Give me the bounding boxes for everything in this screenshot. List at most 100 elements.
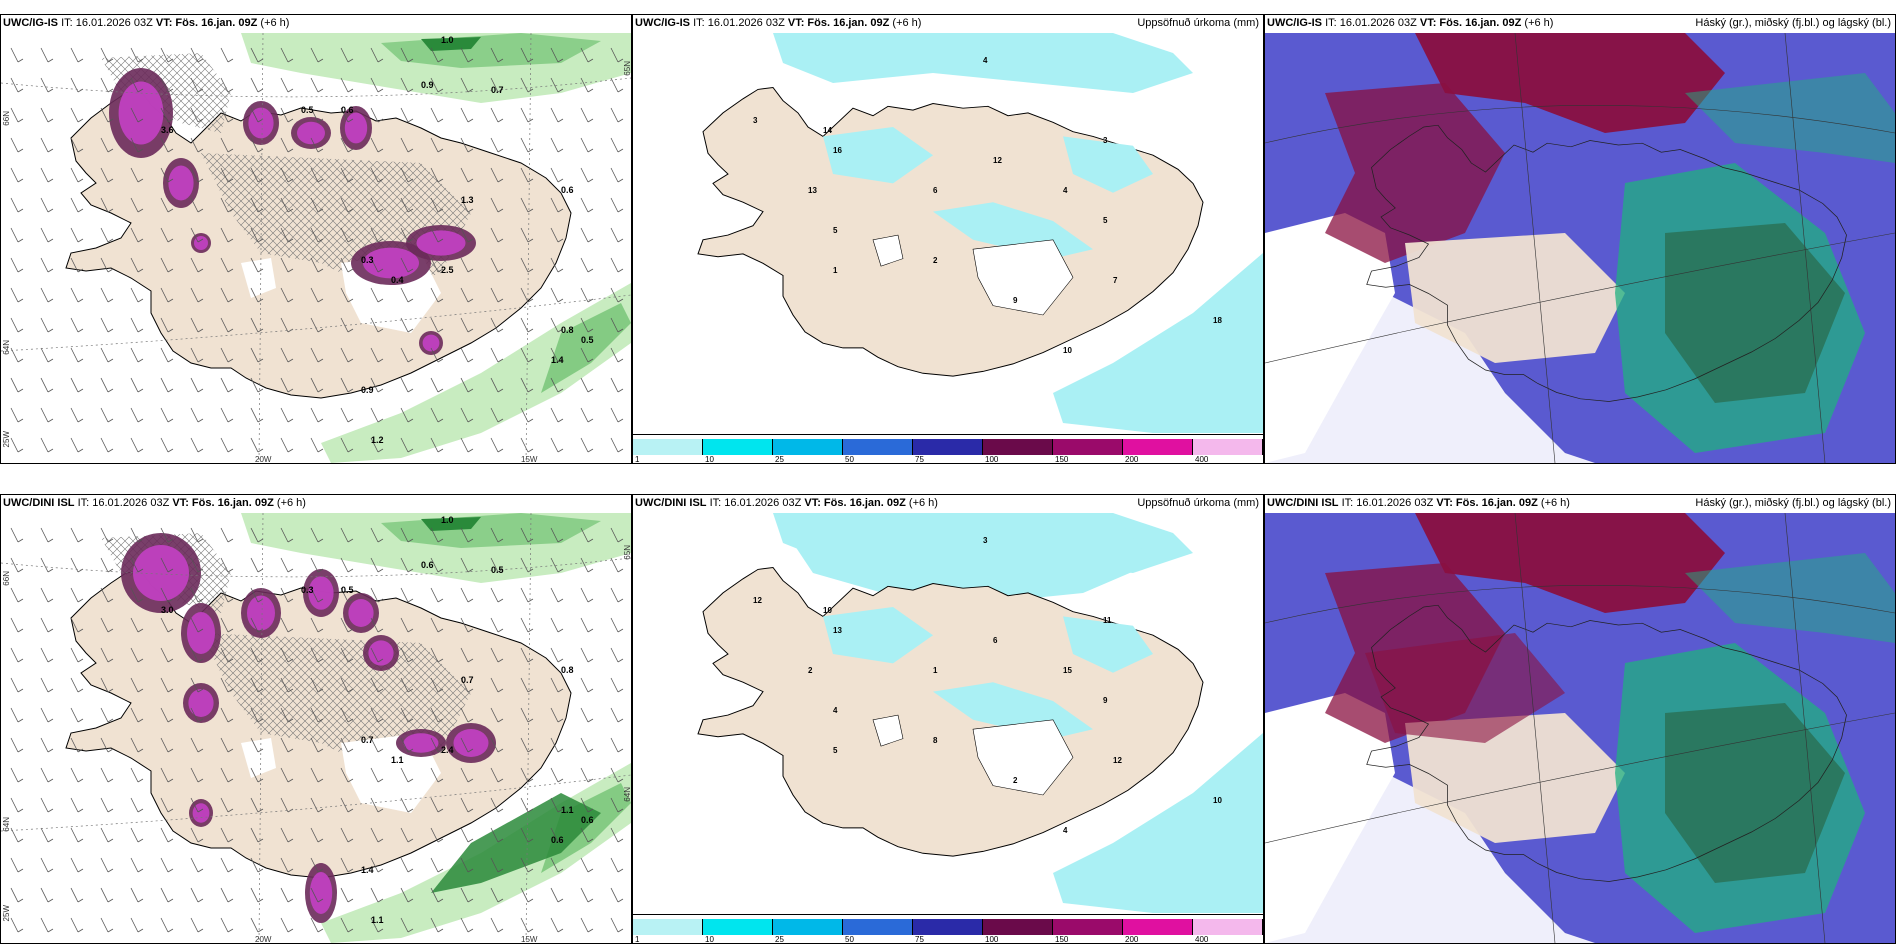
wind-barb [340,587,349,603]
wind-barb [190,167,199,183]
wind-barb [160,47,169,63]
wind-barb [400,347,409,363]
lat-label-66: 66N [2,111,11,126]
wind-barb [610,137,619,153]
wind-barb [130,827,139,843]
wind-barb [257,808,264,813]
snow-light [133,545,189,601]
lon-label-15: 15W [521,455,538,464]
wind-barb [250,737,259,753]
wind-barb [227,778,234,783]
wind-barb [610,77,619,93]
wind-barb [317,448,324,453]
wind-barb [227,628,234,633]
wind-barb [617,388,624,393]
colorbar-segment [1123,919,1193,935]
wind-barb [197,868,204,873]
wind-barb [17,448,24,453]
wind-barb [490,917,499,933]
wind-barb [430,167,439,183]
wind-barb [550,137,559,153]
wind-barb [280,557,289,573]
wind-barb [130,107,139,123]
wind-barb [407,928,414,933]
wind-barb [100,587,109,603]
wind-barb [370,887,379,903]
wind-barb [407,778,414,783]
wind-barb [370,767,379,783]
colorbar-tick: 1 [635,935,640,944]
value-label: 0.4 [391,275,404,285]
wind-barb [580,317,589,333]
wind-barb [167,628,174,633]
wind-barb [610,917,619,933]
wind-barb [437,358,444,363]
wind-barb [77,598,84,603]
wind-barb [377,598,384,603]
wind-barb [47,898,54,903]
wind-barb [40,137,49,153]
wind-barb [287,148,294,153]
wind-barb [407,658,414,663]
wind-barb [250,47,259,63]
wind-barb [220,227,229,243]
wind-barb [550,557,559,573]
wind-barb [347,268,354,273]
wind-barb [370,437,379,453]
wind-barb [257,748,264,753]
wind-barb [10,407,19,423]
wind-barb [557,598,564,603]
panel-header: UWC/DINI ISL IT: 16.01.2026 03Z VT: Fös.… [1267,497,1570,509]
wind-barb [437,658,444,663]
wind-barb [437,148,444,153]
wind-barb [587,388,594,393]
wind-barb [137,778,144,783]
wind-barb [527,118,534,123]
wind-barb [100,827,109,843]
wind-barb [370,737,379,753]
wind-barb [10,797,19,813]
wind-barb [317,628,324,633]
wind-barb [40,377,49,393]
wind-barb [77,178,84,183]
wind-barb [407,328,414,333]
wind-barb [197,598,204,603]
wind-barb [467,898,474,903]
wind-barb [197,178,204,183]
wind-barb [70,587,79,603]
colorbar-tick: 400 [1195,935,1209,944]
wind-barb [40,887,49,903]
wind-barb [557,448,564,453]
wind-barb [310,587,319,603]
wind-barb [17,868,24,873]
wind-barb [407,568,414,573]
wind-barb [47,268,54,273]
wind-barb [460,797,469,813]
wind-barb [550,887,559,903]
wind-barb [287,238,294,243]
wind-barb [137,88,144,93]
wind-barb [347,628,354,633]
wind-barb [347,88,354,93]
wind-barb [317,718,324,723]
wind-barb [100,797,109,813]
wind-barb [617,778,624,783]
wind-barb [10,107,19,123]
colorbar-tick: 25 [775,455,784,464]
wind-barb [587,748,594,753]
wind-barb [317,598,324,603]
wind-barb [377,238,384,243]
precip-label: 1 [933,666,938,675]
precip-label: 3 [1103,136,1108,145]
wind-barb [107,268,114,273]
wind-barb [377,748,384,753]
wind-barb [497,778,504,783]
wind-barb [130,767,139,783]
wind-barb [490,287,499,303]
wind-barb [550,317,559,333]
wind-barb [40,527,49,543]
wind-barb [167,268,174,273]
wind-barb [10,707,19,723]
wind-barb [100,107,109,123]
wind-barb [467,538,474,543]
